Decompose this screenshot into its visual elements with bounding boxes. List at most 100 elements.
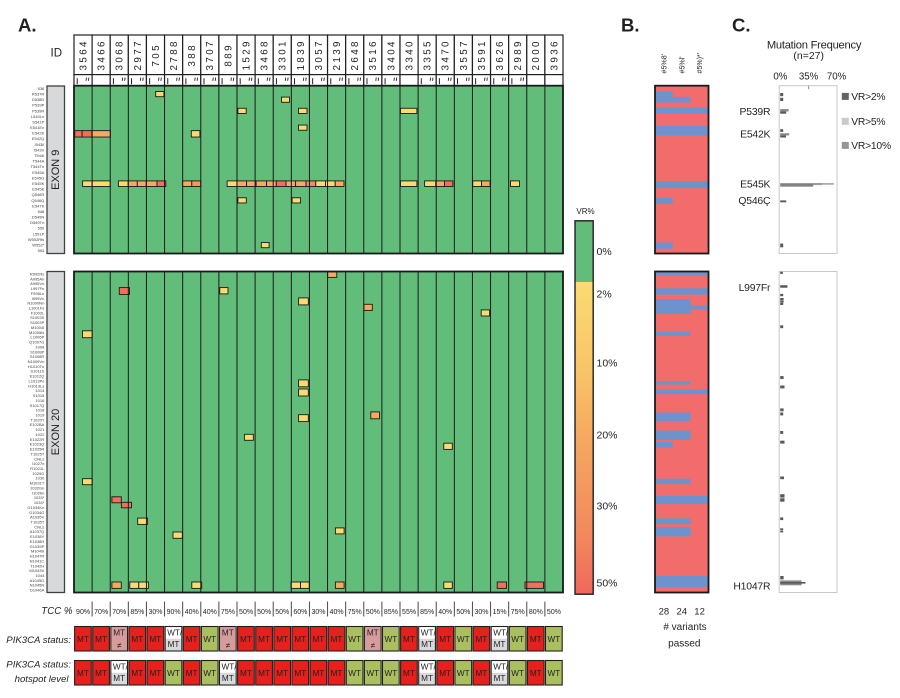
svg-text:1018: 1018 xyxy=(35,408,45,413)
svg-text:WT: WT xyxy=(167,669,180,678)
svg-text:3707: 3707 xyxy=(205,39,216,70)
svg-text:P539P: P539P xyxy=(32,103,44,108)
svg-text:G1034G: G1034G xyxy=(29,510,44,515)
svg-text:536: 536 xyxy=(38,86,45,91)
svg-text:PIK3CA status:: PIK3CA status: xyxy=(6,635,71,646)
svg-text:28: 28 xyxy=(659,607,670,618)
svg-text:D549Tn: D549Tn xyxy=(30,220,44,225)
svg-text:M1040I: M1040I xyxy=(31,549,44,554)
svg-text:2989: 2989 xyxy=(513,39,524,70)
svg-text:MT: MT xyxy=(240,669,252,678)
svg-text:WT: WT xyxy=(348,669,361,678)
svg-text:WT: WT xyxy=(511,669,524,678)
svg-text:50%: 50% xyxy=(597,577,618,589)
svg-text:CNLs: CNLs xyxy=(34,524,44,529)
svg-text:WT/: WT/ xyxy=(167,629,183,638)
svg-text:85%: 85% xyxy=(130,609,144,616)
svg-text:30%: 30% xyxy=(148,609,162,616)
svg-text:S1008P: S1008P xyxy=(30,349,45,354)
svg-text:40%: 40% xyxy=(185,609,199,616)
svg-text:1008: 1008 xyxy=(35,344,45,349)
svg-text:3355: 3355 xyxy=(423,39,434,70)
svg-text:WT/: WT/ xyxy=(113,663,129,672)
svg-text:1014: 1014 xyxy=(35,388,45,393)
svg-text:WT: WT xyxy=(366,669,379,678)
svg-text:MT: MT xyxy=(312,669,324,678)
svg-text:15%: 15% xyxy=(493,609,507,616)
svg-text:H1013Ls: H1013Ls xyxy=(28,383,44,388)
svg-text:≠: ≠ xyxy=(226,641,231,650)
svg-text:50%: 50% xyxy=(275,609,289,616)
svg-text:E545G: E545G xyxy=(32,175,44,180)
svg-text:60%: 60% xyxy=(293,609,307,616)
svg-text:T1042H: T1042H xyxy=(30,563,44,568)
svg-text:MT: MT xyxy=(113,629,125,638)
svg-text:TCC %: TCC % xyxy=(41,606,73,617)
svg-text:E1022R: E1022R xyxy=(30,437,45,442)
svg-text:1022: 1022 xyxy=(35,432,45,437)
svg-text:1030: 1030 xyxy=(35,476,45,481)
svg-text:70%: 70% xyxy=(94,609,108,616)
svg-text:MT: MT xyxy=(331,635,343,644)
svg-text:L1013Ps: L1013Ps xyxy=(29,378,45,383)
svg-text:3936: 3936 xyxy=(549,39,560,70)
svg-text:#5%l': #5%l' xyxy=(678,56,686,73)
svg-text:D549N: D549N xyxy=(32,215,45,220)
svg-text:WT/: WT/ xyxy=(493,663,509,672)
svg-text:E541En: E541En xyxy=(30,125,44,130)
svg-text:P539R: P539R xyxy=(32,108,44,113)
svg-text:≠: ≠ xyxy=(370,641,375,650)
svg-text:3466: 3466 xyxy=(97,39,108,70)
svg-text:MT: MT xyxy=(312,635,324,644)
svg-text:B.: B. xyxy=(621,15,640,36)
svg-text:0%: 0% xyxy=(597,246,612,258)
svg-text:M1005Is: M1005Is xyxy=(29,330,44,335)
svg-text:24: 24 xyxy=(676,607,687,618)
svg-text:80%: 80% xyxy=(529,609,543,616)
svg-text:3068: 3068 xyxy=(115,39,126,70)
svg-text:EXON 9: EXON 9 xyxy=(50,150,62,190)
svg-text:90%: 90% xyxy=(76,609,90,616)
svg-text:MT: MT xyxy=(494,674,506,683)
svg-text:R992Rs: R992Rs xyxy=(30,271,44,276)
svg-text:R537R: R537R xyxy=(32,91,45,96)
svg-text:3057: 3057 xyxy=(314,39,325,70)
svg-text:40%: 40% xyxy=(203,609,217,616)
svg-text:A1035V: A1035V xyxy=(30,515,45,520)
svg-text:EXON 20: EXON 20 xyxy=(50,409,62,455)
svg-text:MT: MT xyxy=(475,669,487,678)
svg-text:12: 12 xyxy=(694,607,705,618)
svg-text:75%: 75% xyxy=(348,609,362,616)
svg-text:3591: 3591 xyxy=(477,39,488,70)
svg-text:I1026n: I1026n xyxy=(32,490,44,495)
svg-text:E545E: E545E xyxy=(32,187,44,192)
svg-text:F1002L: F1002L xyxy=(31,310,45,315)
svg-text:VR>10%: VR>10% xyxy=(851,141,891,152)
svg-text:WT: WT xyxy=(547,669,560,678)
svg-text:VR>5%: VR>5% xyxy=(851,117,885,128)
svg-text:E545K: E545K xyxy=(32,181,44,186)
svg-text:MT: MT xyxy=(276,635,288,644)
svg-text:S1008R: S1008R xyxy=(30,354,45,359)
svg-text:3301: 3301 xyxy=(278,39,289,70)
svg-text:H1047R: H1047R xyxy=(733,582,771,593)
svg-text:Q546Q: Q546Q xyxy=(31,198,44,203)
svg-text:S541P: S541P xyxy=(32,119,44,124)
svg-text:30%: 30% xyxy=(474,609,488,616)
svg-text:MT: MT xyxy=(403,635,415,644)
svg-text:1033*: 1033* xyxy=(34,495,45,500)
svg-text:E1038H: E1038H xyxy=(30,539,45,544)
svg-text:WT/: WT/ xyxy=(493,629,509,638)
svg-text:E1023Q: E1023Q xyxy=(30,442,45,447)
svg-text:T544Tn: T544Tn xyxy=(31,164,45,169)
svg-text:C.: C. xyxy=(732,15,751,36)
svg-text:553: 553 xyxy=(38,248,45,253)
svg-text:S1011S: S1011S xyxy=(30,369,44,374)
svg-text:E542K: E542K xyxy=(32,131,44,136)
svg-text:55%: 55% xyxy=(402,609,416,616)
svg-text:N1009Vn: N1009Vn xyxy=(28,359,45,364)
svg-text:WT/: WT/ xyxy=(222,663,238,672)
svg-text:2139: 2139 xyxy=(332,39,343,70)
svg-text:E542K: E542K xyxy=(740,130,770,141)
svg-text:L997Fn: L997Fn xyxy=(31,286,45,291)
